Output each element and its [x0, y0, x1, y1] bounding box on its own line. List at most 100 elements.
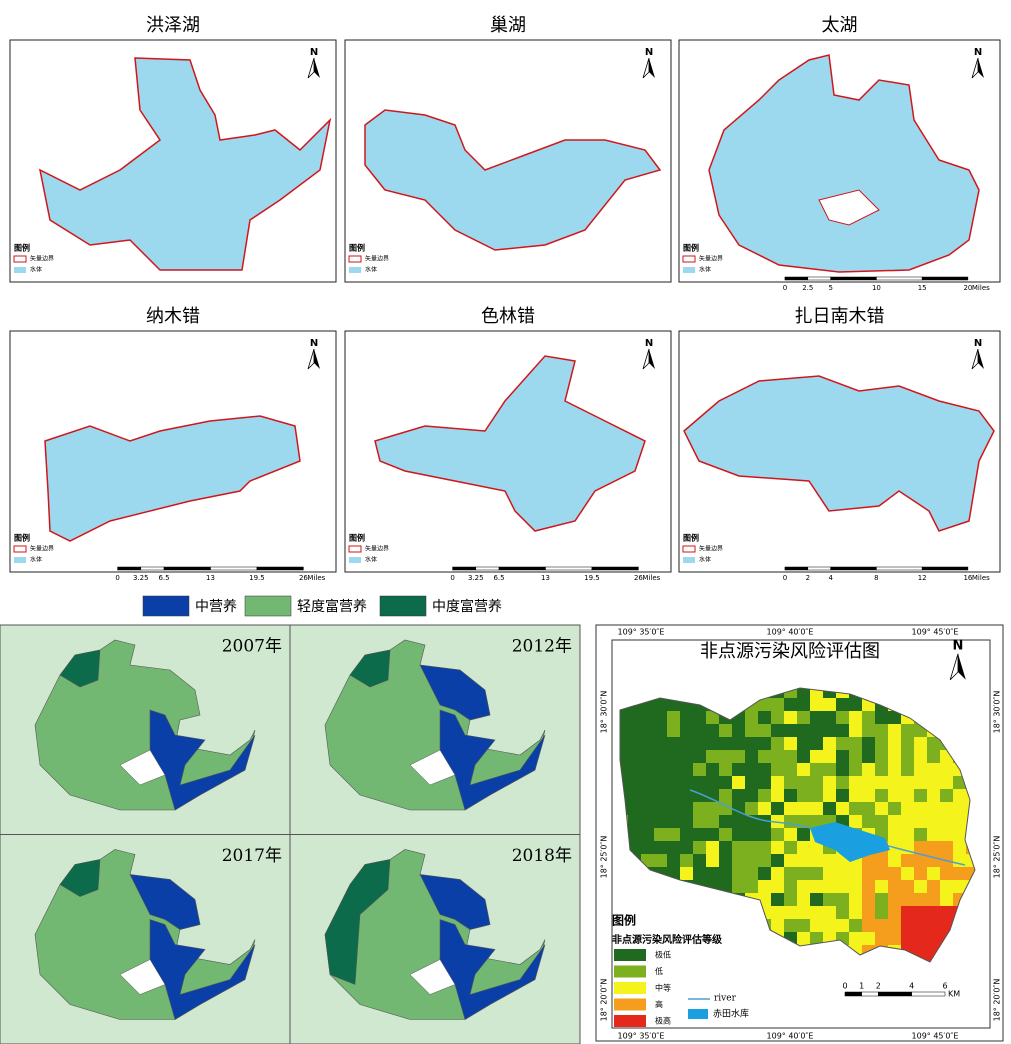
map-border: [611, 639, 991, 1029]
risk-patch: [810, 893, 824, 907]
trophic-panel: 2012年: [289, 624, 581, 835]
risk-patch: [620, 776, 629, 790]
risk-patch: [758, 854, 772, 868]
risk-patch: [888, 932, 902, 946]
risk-patch: [758, 750, 772, 764]
risk-patch: [706, 789, 720, 803]
risk-patch: [901, 906, 915, 920]
lon-label: 109° 40′0″E: [767, 1032, 814, 1041]
risk-patch: [914, 802, 928, 816]
risk-patch: [784, 789, 798, 803]
risk-patch: [628, 776, 642, 790]
risk-patch: [628, 737, 642, 751]
risk-patch: [836, 737, 850, 751]
legend-label: 极高: [655, 1016, 671, 1026]
legend-swatch: [614, 998, 646, 1011]
risk-patch: [901, 919, 915, 933]
risk-patch: [784, 763, 798, 777]
risk-patch: [901, 828, 915, 842]
lake-shape: [38, 57, 332, 271]
legend-label: 矢量边界: [699, 255, 723, 263]
risk-patch: [810, 880, 824, 894]
risk-patch: [953, 828, 967, 842]
risk-patch: [914, 737, 928, 751]
legend-swatch: [682, 545, 696, 553]
north-arrow: [949, 653, 959, 681]
lon-label: 109° 45′0″E: [912, 1032, 959, 1041]
risk-patch: [771, 724, 785, 738]
risk-patch: [888, 867, 902, 881]
risk-patch: [732, 750, 746, 764]
lon-label: 109° 35′0″E: [618, 1032, 665, 1041]
risk-patch: [940, 789, 954, 803]
scale-label: 0: [783, 284, 787, 292]
risk-patch: [927, 841, 941, 855]
legend-swatch: [614, 1015, 646, 1027]
risk-patch: [953, 802, 967, 816]
risk-patch: [797, 688, 811, 699]
north-arrow: [649, 349, 655, 369]
scale-label: 0: [115, 574, 119, 582]
risk-patch: [914, 867, 928, 881]
risk-patch: [654, 724, 668, 738]
risk-patch: [888, 737, 902, 751]
risk-patch: [667, 750, 681, 764]
risk-patch: [680, 815, 694, 829]
risk-patch: [875, 724, 889, 738]
legend-title: 图例: [612, 913, 636, 928]
risk-patch: [693, 750, 707, 764]
risk-patch: [719, 724, 733, 738]
scale-unit: Miles: [307, 574, 325, 582]
legend-swatch: [614, 982, 646, 994]
risk-patch: [732, 854, 746, 868]
risk-patch: [641, 711, 655, 725]
panel-title: 巢湖: [490, 15, 526, 36]
legend-label: 矢量边界: [365, 545, 389, 553]
risk-patch: [888, 919, 902, 933]
risk-patch: [693, 828, 707, 842]
risk-outline: [619, 687, 976, 963]
risk-patch: [888, 763, 902, 777]
risk-patch: [693, 737, 707, 751]
lake-shape: [364, 109, 662, 251]
risk-patch: [862, 854, 876, 868]
scale-label: 6.5: [158, 574, 169, 582]
scale-label: 1: [859, 982, 864, 991]
risk-patch: [628, 711, 642, 725]
risk-patch: [771, 776, 785, 790]
risk-patch: [706, 867, 720, 881]
risk-patch: [654, 763, 668, 777]
risk-patch: [745, 724, 759, 738]
risk-patch: [628, 789, 642, 803]
risk-patch: [862, 711, 876, 725]
trophic-panel: 2007年: [0, 624, 291, 835]
risk-patch: [862, 867, 876, 881]
risk-patch: [823, 698, 837, 712]
risk-patch: [914, 854, 928, 868]
legend-label: 水体: [365, 556, 377, 564]
risk-patch: [940, 802, 954, 816]
risk-patch: [823, 737, 837, 751]
legend-label: 中营养: [195, 599, 237, 615]
scale-label: 10: [872, 284, 881, 292]
scale-segment: [498, 566, 546, 571]
risk-patch: [966, 867, 975, 881]
north-label: N: [953, 639, 964, 654]
risk-patch: [784, 776, 798, 790]
risk-patch: [784, 724, 798, 738]
risk-patch: [719, 815, 733, 829]
risk-patch: [719, 789, 733, 803]
risk-patch: [784, 867, 798, 881]
risk-patch: [641, 841, 655, 855]
scale-label: 26: [299, 574, 308, 582]
risk-patch: [888, 880, 902, 894]
risk-patch: [654, 737, 668, 751]
north-label: N: [310, 47, 318, 58]
year-label: 2012年: [512, 637, 572, 657]
legend-label: 赤田水库: [713, 1008, 749, 1020]
risk-patch: [823, 867, 837, 881]
risk-patch: [706, 737, 720, 751]
legend-label: 低: [655, 966, 663, 976]
risk-patch: [719, 854, 733, 868]
legend-title: 图例: [683, 533, 699, 543]
